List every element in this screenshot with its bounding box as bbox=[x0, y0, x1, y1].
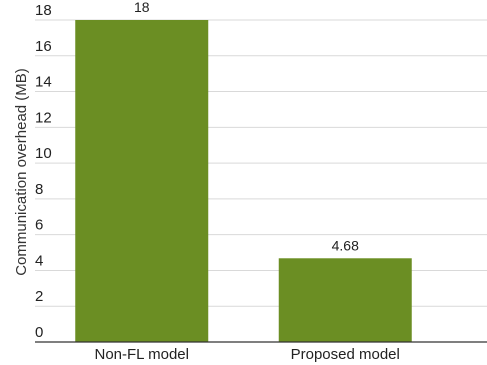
bar bbox=[75, 20, 209, 342]
bars bbox=[75, 20, 412, 342]
data-label: 4.68 bbox=[332, 237, 359, 253]
bar bbox=[278, 258, 412, 342]
y-axis-label: Communication overhead (MB) bbox=[13, 68, 30, 276]
y-tick-label: 10 bbox=[35, 145, 52, 162]
x-tick-label: Non-FL model bbox=[95, 346, 189, 363]
y-tick-label: 4 bbox=[35, 252, 43, 269]
y-tick-label: 8 bbox=[35, 181, 43, 198]
y-tick-label: 14 bbox=[35, 74, 52, 91]
y-tick-label: 6 bbox=[35, 217, 43, 234]
y-tick-label: 0 bbox=[35, 324, 43, 341]
y-tick-label: 16 bbox=[35, 38, 52, 55]
data-label: 18 bbox=[134, 0, 150, 15]
data-labels: 184.68 bbox=[134, 0, 359, 253]
y-tick-labels: 0 2 4 6 8 10 12 14 16 18 bbox=[35, 2, 52, 341]
x-tick-labels: Non-FL model Proposed model bbox=[95, 346, 400, 363]
y-tick-label: 12 bbox=[35, 109, 52, 126]
y-tick-label: 18 bbox=[35, 2, 52, 19]
x-tick-label: Proposed model bbox=[291, 346, 400, 363]
y-tick-label: 2 bbox=[35, 288, 43, 305]
